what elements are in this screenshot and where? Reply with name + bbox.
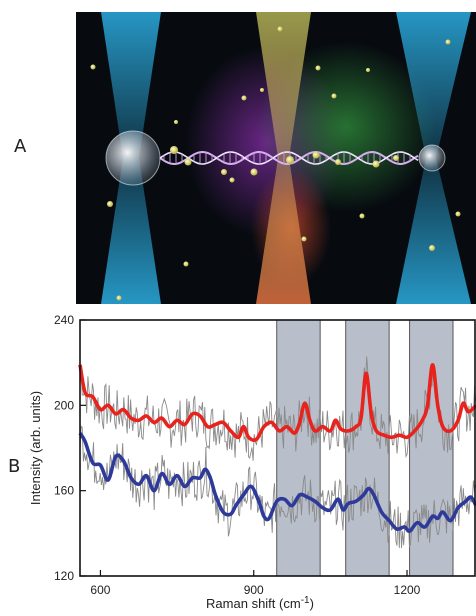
x-tick-label: 1200 (394, 583, 421, 597)
nanoparticle-icon (170, 146, 178, 154)
optical-trap-illustration (76, 12, 476, 304)
y-axis-ticks: 120 160 200 240 (54, 313, 86, 583)
right-trapped-bead-icon (418, 144, 446, 172)
nanoparticles (90, 26, 461, 301)
x-axis-label-sup: -1 (301, 595, 310, 606)
y-tick-label: 160 (54, 484, 74, 498)
plot-frame (79, 319, 476, 577)
y-axis-label: Intensity (arb. units) (28, 391, 43, 505)
x-axis-label-main: Raman shift (cm (206, 596, 301, 611)
x-tick-label: 900 (244, 583, 264, 597)
nanoparticle-icon (429, 245, 435, 251)
x-axis-label-close: ) (310, 596, 314, 611)
nanoparticle-icon (372, 160, 380, 168)
nanoparticle-icon (335, 159, 341, 165)
nanoparticle-icon (183, 261, 189, 267)
nanoparticle-icon (221, 169, 227, 175)
nanoparticle-icon (301, 236, 307, 242)
nanoparticle-icon (107, 201, 113, 207)
noise-trace-2 (79, 425, 476, 549)
y-tick-label: 240 (54, 313, 74, 327)
panel-label-a: A (14, 136, 27, 157)
nanoparticle-icon (174, 120, 178, 124)
nanoparticle-icon (331, 93, 337, 99)
panel-label-b: B (8, 456, 21, 477)
nanoparticle-icon (116, 295, 122, 301)
nanoparticle-icon (260, 88, 264, 92)
y-tick-label: 200 (54, 398, 74, 412)
nanoparticle-icon (359, 213, 365, 219)
raman-spectrum-chart: 120 160 200 240 600 900 1200 Intensity (arb. … (28, 313, 476, 612)
nanoparticle-icon (277, 26, 283, 32)
left-trapped-bead-icon (105, 130, 161, 186)
nanoparticle-icon (250, 168, 258, 176)
y-tick-label: 120 (54, 569, 74, 583)
x-axis-label: Raman shift (cm-1) (206, 595, 314, 612)
nanoparticle-icon (393, 155, 399, 161)
shaded-band-3 (409, 319, 454, 577)
nanoparticle-icon (286, 156, 294, 164)
nanoparticle-icon (366, 68, 370, 72)
nanoparticle-icon (455, 211, 461, 217)
nanoparticle-icon (184, 158, 192, 166)
nanoparticle-icon (312, 151, 320, 159)
x-axis-ticks: 600 900 1200 (90, 570, 421, 597)
nanoparticle-icon (90, 64, 96, 70)
shaded-bands (276, 319, 454, 577)
x-tick-label: 600 (90, 583, 110, 597)
series-line-2 (78, 432, 476, 534)
nanoparticle-icon (229, 177, 235, 183)
shaded-band-2 (345, 319, 390, 577)
series-lines (78, 363, 476, 534)
nanoparticle-icon (241, 95, 247, 101)
series-line-1 (78, 363, 476, 442)
nanoparticle-icon (315, 65, 321, 71)
nanoparticle-icon (445, 39, 451, 45)
